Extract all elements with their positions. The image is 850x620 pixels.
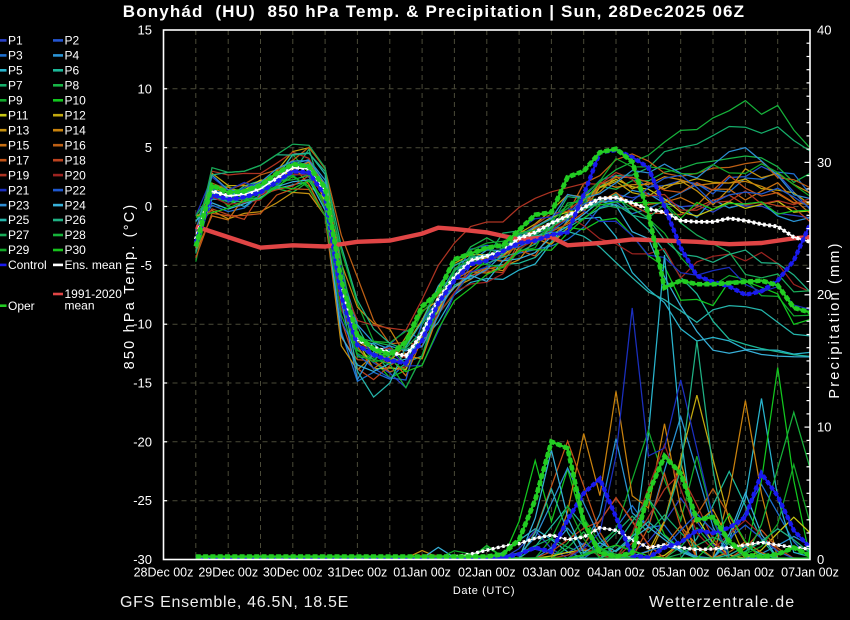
svg-text:07Jan 00z: 07Jan 00z <box>781 566 839 580</box>
svg-text:mean: mean <box>65 299 95 313</box>
svg-text:P26: P26 <box>65 213 87 227</box>
svg-text:-15: -15 <box>133 376 152 391</box>
svg-text:P21: P21 <box>8 183 30 197</box>
svg-text:850 hPa Temp. (°C): 850 hPa Temp. (°C) <box>122 203 138 370</box>
svg-text:15: 15 <box>138 23 152 38</box>
svg-text:P11: P11 <box>8 109 29 123</box>
svg-text:Date (UTC): Date (UTC) <box>453 585 515 597</box>
svg-text:P9: P9 <box>8 94 23 108</box>
svg-text:-25: -25 <box>133 493 152 508</box>
svg-text:P18: P18 <box>65 153 87 167</box>
svg-text:P28: P28 <box>65 228 87 242</box>
svg-text:30: 30 <box>817 155 831 170</box>
svg-text:P6: P6 <box>65 64 80 78</box>
svg-text:P20: P20 <box>65 168 87 182</box>
svg-text:Oper: Oper <box>8 299 35 313</box>
svg-text:-5: -5 <box>140 258 152 273</box>
svg-text:01Jan 00z: 01Jan 00z <box>393 566 451 580</box>
svg-text:10: 10 <box>138 81 152 96</box>
svg-text:-10: -10 <box>133 317 152 332</box>
svg-text:P24: P24 <box>65 198 87 212</box>
svg-text:0: 0 <box>145 199 152 214</box>
svg-text:P12: P12 <box>65 109 87 123</box>
svg-text:P3: P3 <box>8 49 23 63</box>
svg-text:P15: P15 <box>8 138 30 152</box>
svg-text:P10: P10 <box>65 94 87 108</box>
svg-text:P5: P5 <box>8 64 23 78</box>
svg-text:1991-2020: 1991-2020 <box>65 287 123 301</box>
svg-text:-20: -20 <box>133 434 152 449</box>
svg-text:P22: P22 <box>65 183 87 197</box>
svg-text:P4: P4 <box>65 49 80 63</box>
svg-text:P19: P19 <box>8 168 30 182</box>
svg-text:P8: P8 <box>65 79 80 93</box>
svg-text:30Dec 00z: 30Dec 00z <box>263 566 323 580</box>
svg-text:0: 0 <box>817 552 824 567</box>
svg-text:06Jan 00z: 06Jan 00z <box>717 566 775 580</box>
svg-text:Ens. mean: Ens. mean <box>65 258 122 272</box>
svg-text:29Dec 00z: 29Dec 00z <box>198 566 258 580</box>
svg-text:P14: P14 <box>65 123 87 137</box>
svg-text:P13: P13 <box>8 123 30 137</box>
svg-text:Bonyhád (HU) 850 hPa Temp. &: Bonyhád (HU) 850 hPa Temp. & Precipitati… <box>123 2 745 21</box>
svg-text:Wetterzentrale.de: Wetterzentrale.de <box>649 594 795 611</box>
svg-text:P23: P23 <box>8 198 30 212</box>
svg-text:P29: P29 <box>8 243 30 257</box>
svg-text:28Dec 00z: 28Dec 00z <box>134 566 194 580</box>
svg-text:P30: P30 <box>65 243 87 257</box>
svg-text:5: 5 <box>145 140 152 155</box>
svg-text:P1: P1 <box>8 34 23 48</box>
svg-text:P27: P27 <box>8 228 30 242</box>
svg-text:GFS Ensemble, 46.5N, 18.5E: GFS Ensemble, 46.5N, 18.5E <box>120 594 349 611</box>
svg-text:05Jan 00z: 05Jan 00z <box>652 566 710 580</box>
svg-text:Precipitation (mm): Precipitation (mm) <box>827 241 843 398</box>
svg-text:-30: -30 <box>133 552 152 567</box>
svg-text:03Jan 00z: 03Jan 00z <box>523 566 581 580</box>
svg-text:20: 20 <box>817 287 831 302</box>
svg-text:04Jan 00z: 04Jan 00z <box>587 566 645 580</box>
svg-text:02Jan 00z: 02Jan 00z <box>458 566 516 580</box>
svg-text:10: 10 <box>817 420 831 435</box>
svg-text:P7: P7 <box>8 79 23 93</box>
svg-text:P2: P2 <box>65 34 80 48</box>
svg-text:31Dec 00z: 31Dec 00z <box>328 566 388 580</box>
svg-text:40: 40 <box>817 23 831 38</box>
svg-text:Control: Control <box>8 258 47 272</box>
svg-text:P17: P17 <box>8 153 30 167</box>
svg-text:P16: P16 <box>65 138 87 152</box>
svg-text:P25: P25 <box>8 213 30 227</box>
